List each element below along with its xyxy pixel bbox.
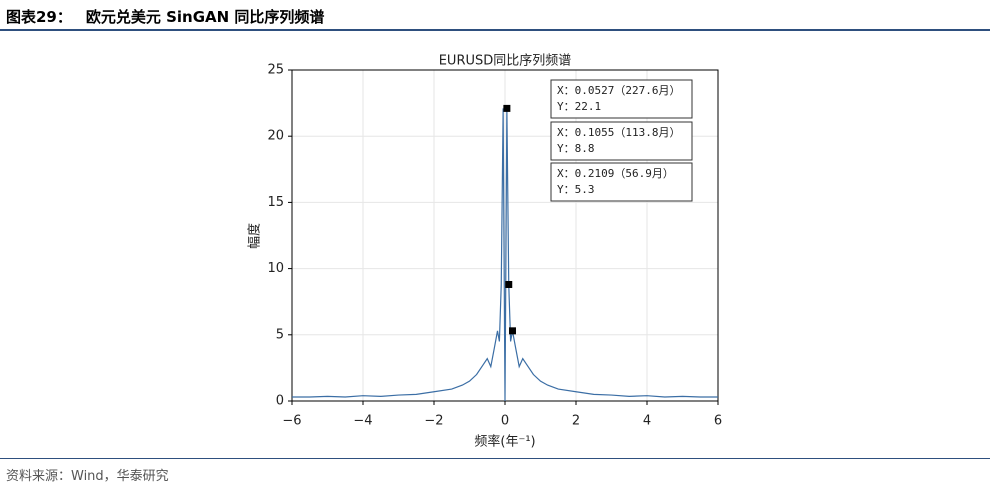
- x-tick-label: −2: [424, 414, 443, 429]
- datatip-y: Y：22.1: [557, 100, 601, 113]
- x-tick-label: 6: [714, 414, 722, 429]
- datatip-box: [550, 121, 693, 161]
- datatip-x: X：0.1055（113.8月）: [557, 126, 680, 139]
- datatip: X：0.2109（56.9月） Y：5.3: [550, 162, 693, 202]
- figure-title: 欧元兑美元 SinGAN 同比序列频谱: [85, 8, 325, 26]
- marker: [503, 104, 511, 112]
- marker: [508, 327, 516, 335]
- y-tick-label: 25: [267, 63, 284, 78]
- x-tick-label: 0: [501, 414, 509, 429]
- spectrum-line: [292, 108, 718, 402]
- footer-rule: [0, 458, 990, 459]
- datatip: X：0.1055（113.8月） Y：8.8: [550, 121, 693, 161]
- header: 图表29： 欧元兑美元 SinGAN 同比序列频谱: [6, 6, 324, 27]
- header-rule: [0, 29, 990, 31]
- datatip: X：0.0527（227.6月） Y：22.1: [550, 79, 693, 119]
- x-axis-label: 频率(年⁻¹): [474, 434, 535, 450]
- datatip-y: Y：8.8: [557, 142, 595, 155]
- y-tick-label: 10: [267, 261, 284, 276]
- datatip-x: X：0.2109（56.9月）: [557, 167, 674, 180]
- figure-label: 图表29：: [6, 8, 72, 26]
- y-tick-label: 20: [267, 129, 284, 144]
- x-tick-label: −6: [282, 414, 301, 429]
- datatip-box: [550, 162, 693, 202]
- datatip-x: X：0.0527（227.6月）: [557, 84, 680, 97]
- x-tick-label: −4: [353, 414, 372, 429]
- y-tick-label: 5: [276, 327, 284, 342]
- datatip-y: Y：5.3: [557, 183, 595, 196]
- x-tick-label: 4: [643, 414, 651, 429]
- chart-title: EURUSD同比序列频谱: [439, 54, 572, 69]
- y-tick-label: 15: [267, 195, 284, 210]
- datatip-box: [550, 79, 693, 119]
- marker: [505, 280, 513, 288]
- source: 资料来源：Wind，华泰研究: [6, 469, 169, 484]
- y-axis-label: 幅度: [247, 223, 263, 249]
- x-tick-label: 2: [572, 414, 580, 429]
- y-tick-label: 0: [276, 394, 284, 409]
